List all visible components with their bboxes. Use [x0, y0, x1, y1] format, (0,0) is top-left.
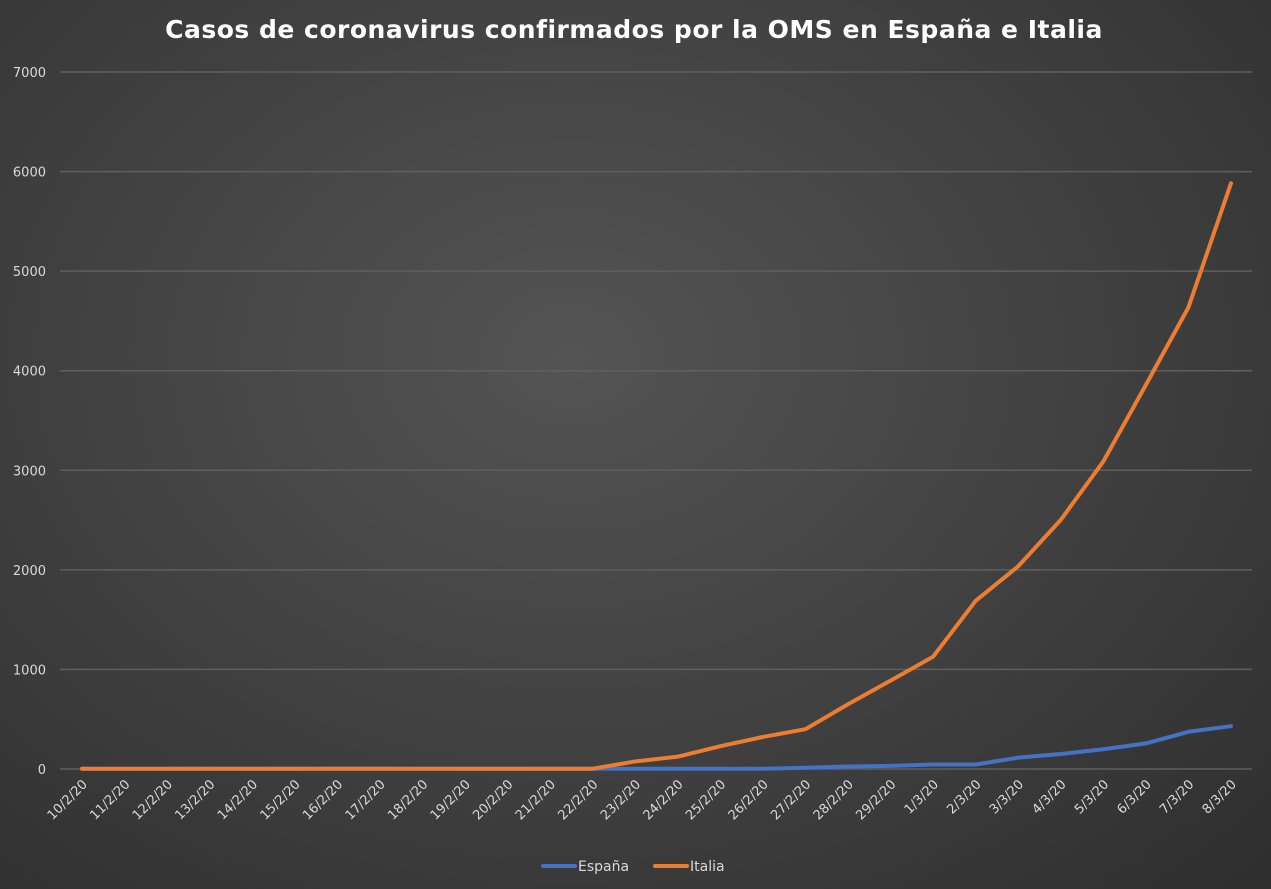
series-line-españa — [80, 724, 1233, 771]
x-tick-label: 1/3/20 — [902, 777, 942, 817]
y-tick-label: 6000 — [13, 166, 46, 181]
x-tick-label: 14/2/20 — [215, 777, 261, 823]
y-tick-label: 0 — [38, 763, 46, 778]
x-tick-label: 23/2/20 — [598, 777, 644, 823]
chart-title: Casos de coronavirus confirmados por la … — [165, 15, 1103, 44]
x-tick-label: 13/2/20 — [172, 777, 218, 823]
x-tick-label: 12/2/20 — [130, 777, 176, 823]
x-tick-label: 20/2/20 — [470, 777, 516, 823]
x-tick-label: 27/2/20 — [768, 777, 814, 823]
x-tick-label: 25/2/20 — [683, 777, 729, 823]
legend: España Italia — [541, 859, 725, 875]
y-tick-label: 4000 — [13, 365, 46, 380]
legend-label: España — [578, 859, 629, 875]
x-tick-label: 4/3/20 — [1029, 777, 1069, 817]
series-lines — [80, 181, 1233, 771]
y-tick-label: 7000 — [13, 66, 46, 81]
x-tick-label: 29/2/20 — [853, 777, 899, 823]
x-tick-label: 19/2/20 — [428, 777, 474, 823]
x-tick-label: 21/2/20 — [513, 777, 559, 823]
x-tick-label: 10/2/20 — [45, 777, 91, 823]
y-tick-label: 5000 — [13, 265, 46, 280]
x-tick-label: 28/2/20 — [811, 777, 857, 823]
x-tick-label: 22/2/20 — [555, 777, 601, 823]
x-tick-label: 16/2/20 — [300, 777, 346, 823]
x-tick-label: 6/3/20 — [1115, 777, 1155, 817]
y-tick-label: 3000 — [13, 464, 46, 479]
x-tick-label: 24/2/20 — [641, 777, 687, 823]
x-tick-label: 8/3/20 — [1200, 777, 1240, 817]
x-axis-ticks: 10/2/2011/2/2012/2/2013/2/2014/2/2015/2/… — [45, 777, 1240, 823]
x-tick-label: 17/2/20 — [343, 777, 389, 823]
y-tick-label: 1000 — [13, 663, 46, 678]
y-tick-label: 2000 — [13, 564, 46, 579]
x-tick-label: 11/2/20 — [87, 777, 133, 823]
x-tick-label: 2/3/20 — [944, 777, 984, 817]
series-line-italia — [80, 181, 1233, 771]
x-tick-label: 26/2/20 — [726, 777, 772, 823]
x-tick-label: 5/3/20 — [1072, 777, 1112, 817]
x-tick-label: 3/3/20 — [987, 777, 1027, 817]
y-axis-ticks: 0 1000 2000 3000 4000 5000 6000 7000 — [13, 66, 46, 778]
x-tick-label: 7/3/20 — [1157, 777, 1197, 817]
legend-label: Italia — [690, 859, 725, 875]
x-tick-label: 15/2/20 — [258, 777, 304, 823]
gridlines — [60, 71, 1252, 770]
x-tick-label: 18/2/20 — [385, 777, 431, 823]
